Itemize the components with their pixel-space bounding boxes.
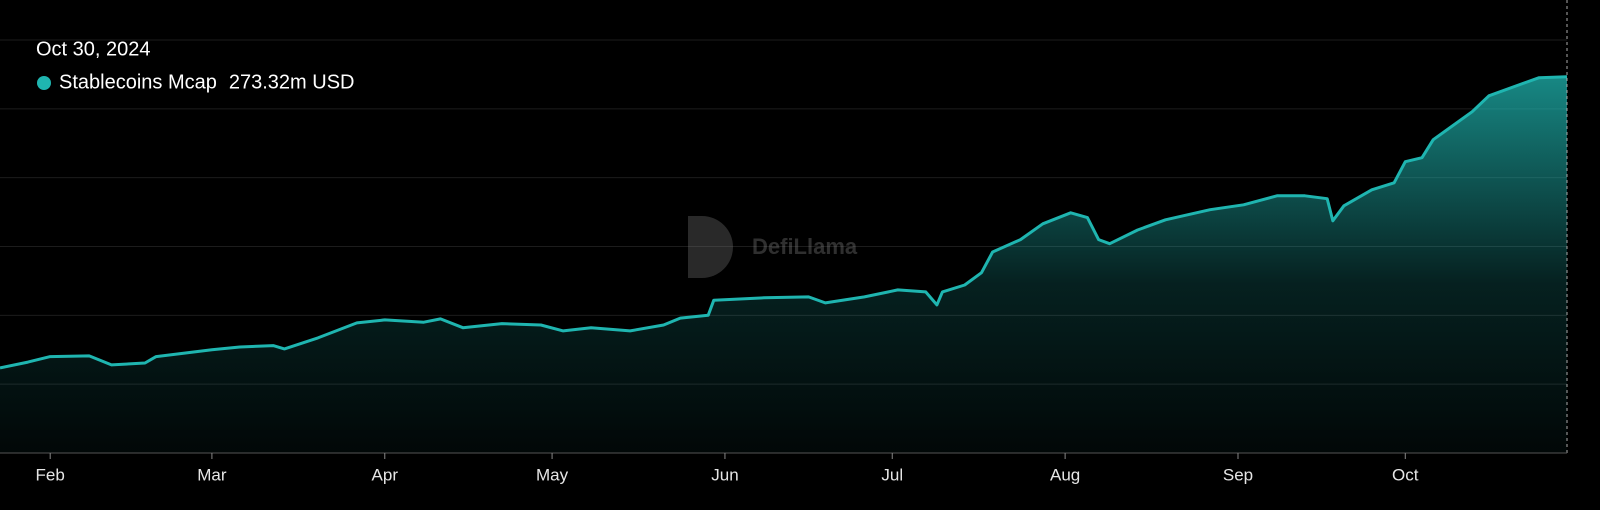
x-ticks: Feb Mar Apr May Jun Jul Aug Sep Oct: [36, 453, 1419, 484]
legend-label: Stablecoins Mcap: [59, 71, 217, 93]
tooltip-date: Oct 30, 2024: [36, 38, 151, 60]
line: [0, 75, 1568, 370]
area-fill: [0, 76, 1567, 453]
x-tick-label: Sep: [1223, 465, 1253, 484]
x-tick-label: Jun: [711, 465, 738, 484]
x-tick-label: Apr: [372, 465, 399, 484]
x-tick-label: May: [536, 465, 569, 484]
x-tick-label: Jul: [881, 465, 903, 484]
watermark-logo: [688, 216, 733, 278]
tooltip-value: 273.32m USD: [229, 71, 355, 93]
plot: [0, 75, 1568, 453]
x-tick-label: Aug: [1050, 465, 1080, 484]
watermark-group: DefiLlama: [688, 216, 858, 278]
x-tick-label: Mar: [197, 465, 227, 484]
legend-dot: [37, 76, 51, 90]
watermark: DefiLlama: [752, 234, 858, 259]
x-tick-label: Oct: [1392, 465, 1419, 484]
x-tick-label: Feb: [36, 465, 65, 484]
